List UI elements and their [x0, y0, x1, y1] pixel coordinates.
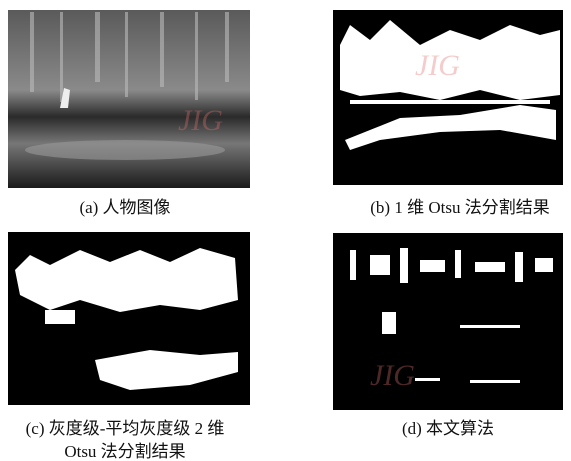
caption: (a) 人物图像 [79, 198, 170, 217]
caption: (b) 1 维 Otsu 法分割结果 [370, 198, 549, 217]
watermark: JIG [415, 49, 460, 82]
image-b [333, 10, 563, 185]
figure: JIG JIG JIG (a) 人物图像 (b) 1 维 Otsu 法分割结果 (c… [0, 0, 571, 461]
watermark: JIG [178, 104, 223, 137]
caption: Otsu 法分割结果 [64, 442, 185, 461]
image-c [8, 232, 250, 405]
caption: (d) 本文算法 [402, 419, 494, 438]
image-d [333, 233, 563, 410]
caption: (c) 灰度级-平均灰度级 2 维 [26, 419, 225, 438]
watermark: JIG [370, 359, 415, 392]
image-a [8, 10, 250, 188]
